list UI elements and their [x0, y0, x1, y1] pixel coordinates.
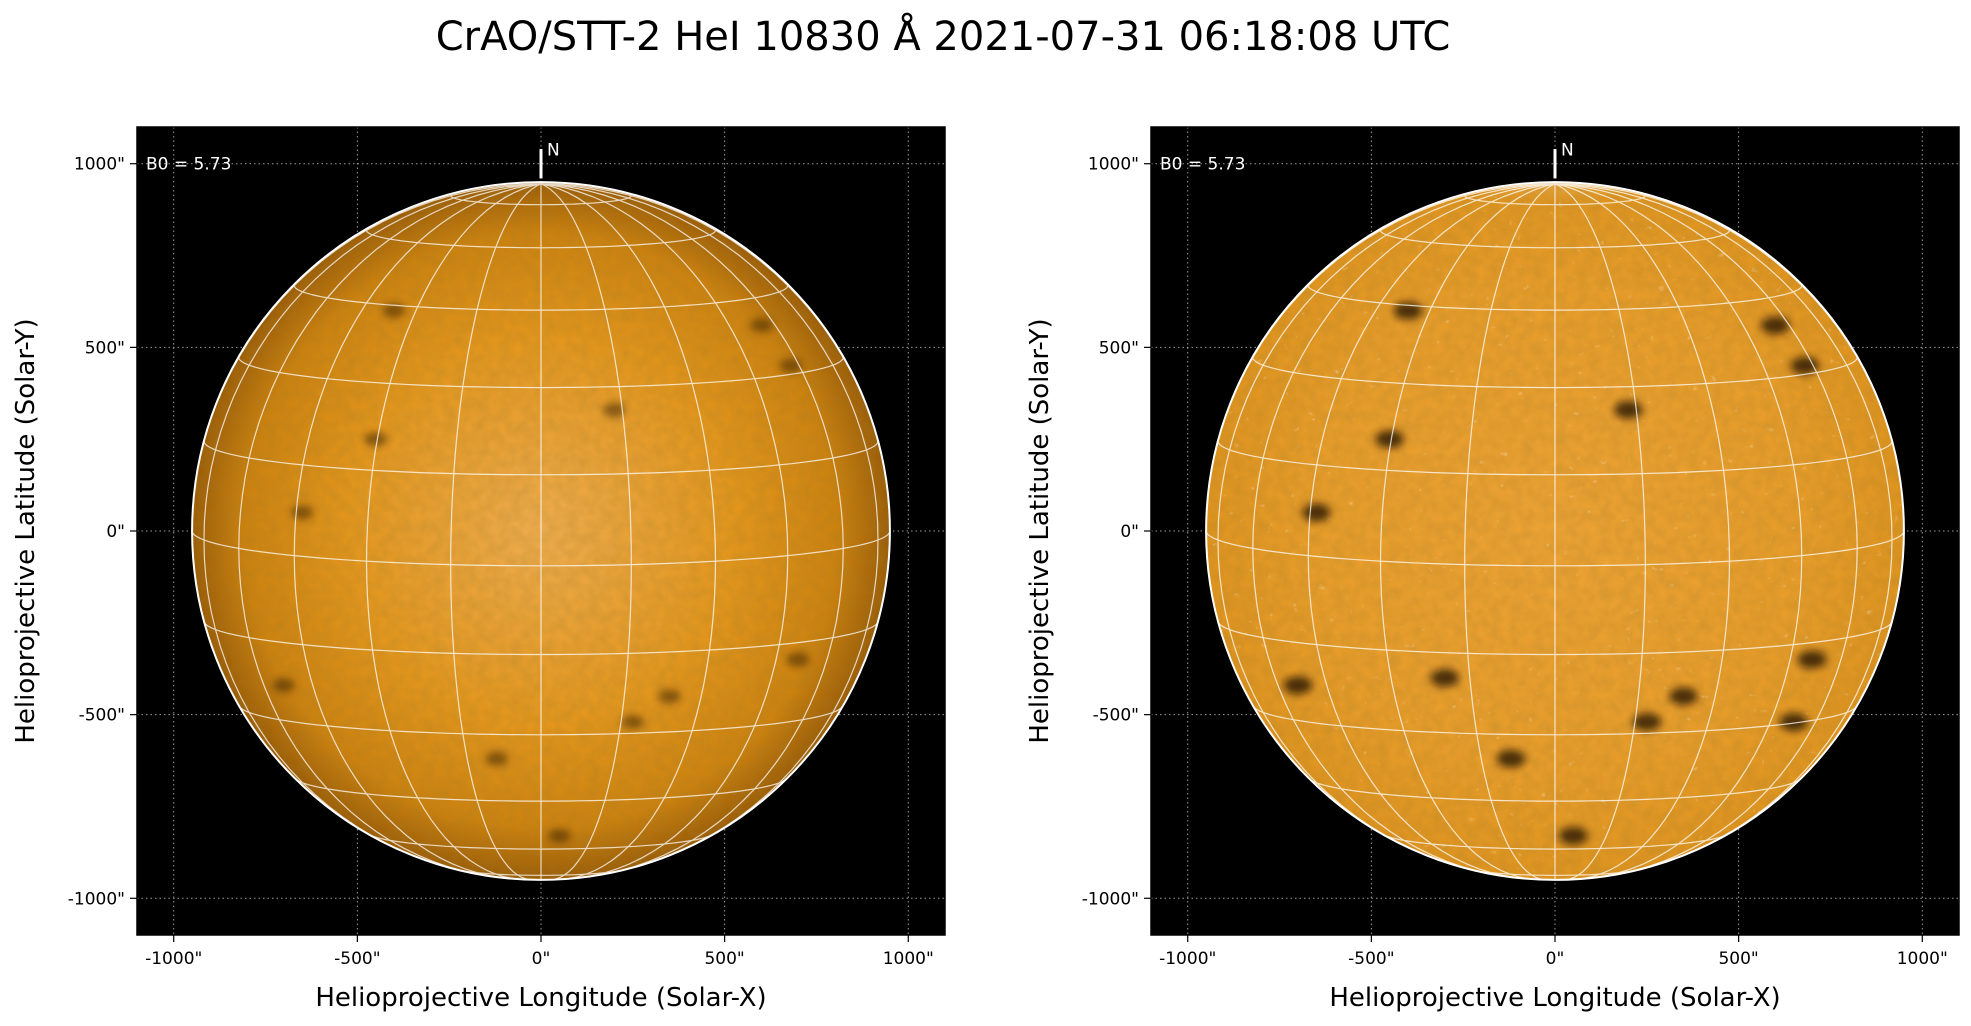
dark-region	[1614, 400, 1643, 419]
dark-region	[1632, 712, 1662, 731]
x-tick-label: -500"	[334, 949, 380, 969]
dark-region	[1375, 430, 1405, 449]
dark-region	[1283, 676, 1313, 695]
dark-region	[291, 505, 314, 520]
dark-region	[1790, 356, 1820, 375]
x-axis-label: Helioprojective Longitude (Solar-X)	[1329, 983, 1780, 1013]
figure-title: CrAO/STT-2 HeI 10830 Å 2021-07-31 06:18:…	[436, 12, 1451, 60]
y-tick-label: -1000"	[1082, 889, 1139, 909]
x-tick-label: 500"	[704, 949, 744, 969]
dark-region	[779, 358, 802, 373]
y-tick-label: 1000"	[1088, 155, 1139, 175]
y-tick-label: 1000"	[74, 155, 125, 175]
y-tick-label: 0"	[1120, 522, 1139, 542]
x-tick-label: -500"	[1348, 949, 1394, 969]
y-tick-label: -500"	[79, 706, 125, 726]
dark-region	[658, 689, 681, 704]
y-axis-label: Helioprojective Latitude (Solar-Y)	[11, 318, 41, 743]
right-panel: N B0 = 5.73 -1000" -500" 0" 500" 1000" 1000" 500…	[1025, 126, 1960, 1013]
dark-region	[1760, 316, 1790, 335]
dark-region	[750, 318, 773, 333]
dark-region	[603, 402, 626, 417]
dark-region	[1669, 687, 1698, 706]
x-tick-label: 1000"	[1897, 949, 1948, 969]
dark-region	[1558, 826, 1588, 845]
solar-limb	[1205, 181, 1905, 881]
x-tick-label: 500"	[1718, 949, 1758, 969]
north-label: N	[1561, 141, 1574, 161]
left-panel: N B0 = 5.73 -1000" -500" 0" 500" 1000" 1000" 500…	[11, 126, 946, 1013]
dark-region	[1496, 749, 1526, 768]
dark-region	[548, 828, 571, 843]
north-label: N	[547, 141, 560, 161]
b0-label: B0 = 5.73	[146, 155, 231, 175]
y-tick-label: 500"	[85, 338, 125, 358]
x-tick-label: -1000"	[145, 949, 202, 969]
y-tick-label: 0"	[106, 522, 125, 542]
dark-region	[364, 432, 387, 447]
axes-frame	[1150, 126, 1960, 936]
x-tick-label: 0"	[1546, 949, 1565, 969]
heliographic-grid	[192, 183, 890, 880]
dark-region	[382, 303, 406, 318]
b0-label: B0 = 5.73	[1160, 155, 1245, 175]
dark-region	[485, 751, 509, 766]
x-tick-label: -1000"	[1159, 949, 1216, 969]
x-axis-label: Helioprojective Longitude (Solar-X)	[315, 983, 766, 1013]
dark-region	[1301, 503, 1331, 522]
dark-region	[786, 652, 810, 667]
x-tick-label: 0"	[532, 949, 551, 969]
x-tick-label: 1000"	[883, 949, 934, 969]
axes-frame	[136, 126, 946, 936]
dark-region	[1779, 712, 1809, 731]
solar-limb	[191, 181, 891, 881]
dark-region	[272, 678, 296, 693]
dark-region	[621, 714, 645, 729]
dark-region	[1797, 650, 1827, 669]
y-tick-label: 500"	[1099, 338, 1139, 358]
y-tick-label: -500"	[1093, 706, 1139, 726]
y-axis-label: Helioprojective Latitude (Solar-Y)	[1025, 318, 1055, 743]
y-tick-label: -1000"	[68, 889, 125, 909]
dark-region	[1430, 668, 1460, 687]
